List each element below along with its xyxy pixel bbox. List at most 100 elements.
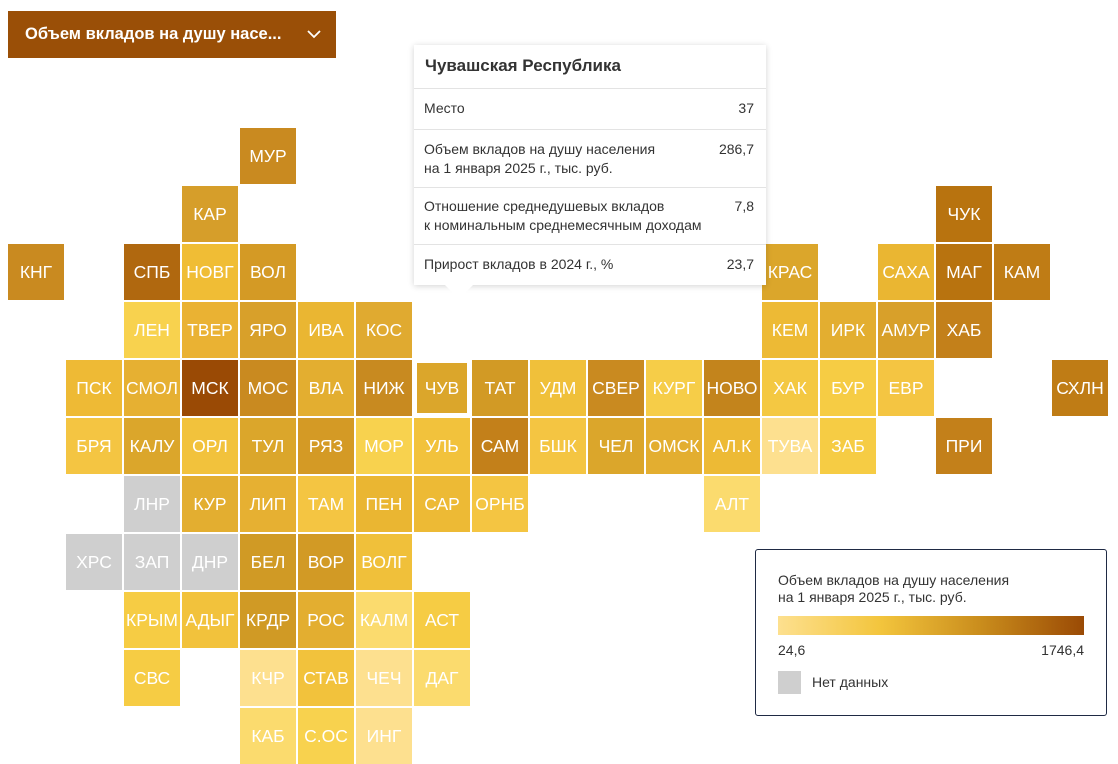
region-tile-12[interactable]: ТВЕР bbox=[182, 302, 238, 358]
region-tile-38[interactable]: ОРЛ bbox=[182, 418, 238, 474]
region-tile-21[interactable]: СМОЛ bbox=[124, 360, 180, 416]
region-tile-66[interactable]: АДЫГ bbox=[182, 592, 238, 648]
region-tile-53[interactable]: ЛИП bbox=[240, 476, 296, 532]
region-tile-36[interactable]: БРЯ bbox=[66, 418, 122, 474]
legend-min: 24,6 bbox=[778, 642, 806, 658]
region-tile-7[interactable]: КРАС bbox=[762, 244, 818, 300]
region-tile-14[interactable]: ИВА bbox=[298, 302, 354, 358]
region-tile-37[interactable]: КАЛУ bbox=[124, 418, 180, 474]
region-tile-17[interactable]: ИРК bbox=[820, 302, 876, 358]
region-tile-61[interactable]: ДНР bbox=[182, 534, 238, 590]
region-tile-33[interactable]: БУР bbox=[820, 360, 876, 416]
tooltip-row-value: 7,8 bbox=[734, 198, 754, 214]
region-tile-24[interactable]: ВЛА bbox=[298, 360, 354, 416]
legend-no-data-label: Нет данных bbox=[812, 674, 889, 690]
region-tile-62[interactable]: БЕЛ bbox=[240, 534, 296, 590]
region-tile-5[interactable]: НОВГ bbox=[182, 244, 238, 300]
region-tile-26[interactable]: ЧУВ bbox=[414, 360, 470, 416]
legend-panel: Объем вкладов на душу населения на 1 янв… bbox=[755, 549, 1107, 716]
region-tile-11[interactable]: ЛЕН bbox=[124, 302, 180, 358]
region-tile-0[interactable]: МУР bbox=[240, 128, 296, 184]
region-tile-44[interactable]: БШК bbox=[530, 418, 586, 474]
legend-max: 1746,4 bbox=[1041, 642, 1084, 658]
region-tile-30[interactable]: КУРГ bbox=[646, 360, 702, 416]
region-tile-71[interactable]: СВС bbox=[124, 650, 180, 706]
region-tile-64[interactable]: ВОЛГ bbox=[356, 534, 412, 590]
region-tile-43[interactable]: САМ bbox=[472, 418, 528, 474]
region-tile-39[interactable]: ТУЛ bbox=[240, 418, 296, 474]
tooltip-row-value: 286,7 bbox=[718, 141, 754, 157]
region-tile-74[interactable]: ЧЕЧ bbox=[356, 650, 412, 706]
region-tile-40[interactable]: РЯЗ bbox=[298, 418, 354, 474]
region-tile-68[interactable]: РОС bbox=[298, 592, 354, 648]
tooltip-row-growth: Прирост вкладов в 2024 г., % 23,7 bbox=[414, 244, 766, 286]
region-tile-60[interactable]: ЗАП bbox=[124, 534, 180, 590]
region-tile-20[interactable]: ПСК bbox=[66, 360, 122, 416]
chevron-down-icon bbox=[307, 30, 321, 39]
region-tile-22[interactable]: МСК bbox=[182, 360, 238, 416]
region-tile-31[interactable]: НОВО bbox=[704, 360, 760, 416]
region-tile-6[interactable]: ВОЛ bbox=[240, 244, 296, 300]
region-tile-70[interactable]: АСТ bbox=[414, 592, 470, 648]
tooltip-title: Чувашская Республика bbox=[425, 56, 621, 75]
region-tile-73[interactable]: СТАВ bbox=[298, 650, 354, 706]
region-tile-45[interactable]: ЧЕЛ bbox=[588, 418, 644, 474]
region-tile-2[interactable]: ЧУК bbox=[936, 186, 992, 242]
region-tile-51[interactable]: ЛНР bbox=[124, 476, 180, 532]
metric-dropdown-label: Объем вкладов на душу насе... bbox=[25, 25, 282, 43]
region-tile-52[interactable]: КУР bbox=[182, 476, 238, 532]
region-tile-55[interactable]: ПЕН bbox=[356, 476, 412, 532]
legend-no-data-swatch bbox=[778, 671, 801, 694]
region-tile-34[interactable]: ЕВР bbox=[878, 360, 934, 416]
tooltip-row-label: Отношение среднедушевых вкладов к номина… bbox=[424, 198, 702, 233]
region-tile-8[interactable]: САХА bbox=[878, 244, 934, 300]
region-tile-75[interactable]: ДАГ bbox=[414, 650, 470, 706]
region-tile-29[interactable]: СВЕР bbox=[588, 360, 644, 416]
region-tile-13[interactable]: ЯРО bbox=[240, 302, 296, 358]
region-tile-65[interactable]: КРЫМ bbox=[124, 592, 180, 648]
region-tile-50[interactable]: ПРИ bbox=[936, 418, 992, 474]
region-tile-28[interactable]: УДМ bbox=[530, 360, 586, 416]
region-tile-32[interactable]: ХАК bbox=[762, 360, 818, 416]
region-tile-1[interactable]: КАР bbox=[182, 186, 238, 242]
region-tile-35[interactable]: СХЛН bbox=[1052, 360, 1108, 416]
region-tile-46[interactable]: ОМСК bbox=[646, 418, 702, 474]
region-tile-63[interactable]: ВОР bbox=[298, 534, 354, 590]
tooltip-row-deposits: Объем вкладов на душу населения на 1 янв… bbox=[414, 129, 766, 188]
region-tile-54[interactable]: ТАМ bbox=[298, 476, 354, 532]
region-tile-57[interactable]: ОРНБ bbox=[472, 476, 528, 532]
tooltip-row-value: 37 bbox=[738, 100, 754, 116]
region-tile-47[interactable]: АЛ.К bbox=[704, 418, 760, 474]
region-tile-18[interactable]: АМУР bbox=[878, 302, 934, 358]
region-tile-15[interactable]: КОС bbox=[356, 302, 412, 358]
tooltip-row-label: Объем вкладов на душу населения на 1 янв… bbox=[424, 141, 656, 176]
region-tile-9[interactable]: МАГ bbox=[936, 244, 992, 300]
region-tile-16[interactable]: КЕМ bbox=[762, 302, 818, 358]
region-tile-10[interactable]: КАМ bbox=[994, 244, 1050, 300]
region-tile-25[interactable]: НИЖ bbox=[356, 360, 412, 416]
region-tile-78[interactable]: ИНГ bbox=[356, 708, 412, 764]
region-tile-27[interactable]: ТАТ bbox=[472, 360, 528, 416]
region-tile-48[interactable]: ТУВА bbox=[762, 418, 818, 474]
region-tile-59[interactable]: ХРС bbox=[66, 534, 122, 590]
metric-dropdown[interactable]: Объем вкладов на душу насе... bbox=[8, 11, 336, 58]
region-tile-41[interactable]: МОР bbox=[356, 418, 412, 474]
region-tile-72[interactable]: КЧР bbox=[240, 650, 296, 706]
region-tooltip: Чувашская Республика Место 37 Объем вкла… bbox=[414, 45, 766, 299]
legend-gradient-bar bbox=[778, 616, 1084, 635]
tooltip-arrow bbox=[444, 284, 474, 299]
region-tile-67[interactable]: КРДР bbox=[240, 592, 296, 648]
region-tile-19[interactable]: ХАБ bbox=[936, 302, 992, 358]
tooltip-row-rank: Место 37 bbox=[414, 88, 766, 130]
tile-map: МУР КАР ЧУК КНГ СПБ НОВГ ВОЛ КРАС САХА МАГ КАМ ЛЕН Т… bbox=[8, 128, 1108, 764]
region-tile-49[interactable]: ЗАБ bbox=[820, 418, 876, 474]
region-tile-23[interactable]: МОС bbox=[240, 360, 296, 416]
region-tile-56[interactable]: САР bbox=[414, 476, 470, 532]
region-tile-58[interactable]: АЛТ bbox=[704, 476, 760, 532]
region-tile-77[interactable]: С.ОС bbox=[298, 708, 354, 764]
region-tile-4[interactable]: СПБ bbox=[124, 244, 180, 300]
region-tile-69[interactable]: КАЛМ bbox=[356, 592, 412, 648]
region-tile-3[interactable]: КНГ bbox=[8, 244, 64, 300]
region-tile-76[interactable]: КАБ bbox=[240, 708, 296, 764]
region-tile-42[interactable]: УЛЬ bbox=[414, 418, 470, 474]
